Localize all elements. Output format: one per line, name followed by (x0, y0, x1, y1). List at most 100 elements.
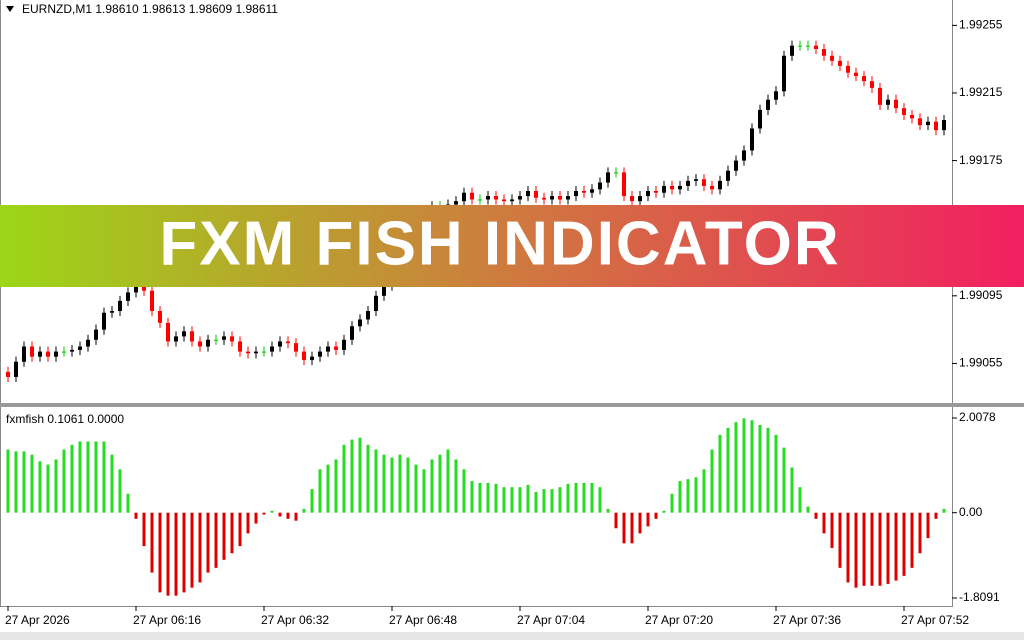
histogram-bar (574, 482, 578, 513)
candle-body (62, 351, 66, 353)
candle-body (230, 336, 234, 342)
histogram-bar (806, 506, 810, 513)
histogram-bar (366, 444, 370, 513)
histogram-bar (622, 512, 626, 544)
histogram-bar (214, 512, 218, 568)
banner-title: FXM FISH INDICATOR (159, 209, 840, 278)
candle-body (182, 331, 186, 337)
histogram-bar (702, 469, 706, 513)
candle-body (830, 55, 834, 61)
x-tick-label: 27 Apr 06:48 (389, 613, 457, 627)
histogram-bar (670, 493, 674, 513)
histogram-bar (862, 512, 866, 586)
histogram-bar (878, 512, 882, 586)
candle-body (886, 99, 890, 105)
histogram-bar (614, 512, 618, 529)
candle-body (214, 339, 218, 341)
candle-body (622, 172, 626, 197)
candle-body (590, 189, 594, 193)
candle-body (158, 311, 162, 323)
candle-body (646, 191, 650, 197)
candle-body (782, 55, 786, 92)
histogram-bar (310, 489, 314, 513)
histogram-bar (150, 512, 154, 573)
histogram-bar (846, 512, 850, 583)
candle-body (286, 341, 290, 344)
histogram-bar (502, 487, 506, 513)
candle-body (462, 192, 466, 202)
candle-body (526, 191, 530, 197)
histogram-bar (278, 512, 282, 517)
candle-body (614, 172, 618, 174)
x-tick-label: 27 Apr 07:04 (517, 613, 585, 627)
histogram-bar (398, 454, 402, 513)
candle-body (166, 322, 170, 342)
y-tick-label: 2.0078 (959, 410, 996, 424)
histogram-bar (230, 512, 234, 554)
candle-body (558, 196, 562, 200)
histogram-bar (350, 439, 354, 513)
histogram-bar (598, 487, 602, 513)
candle-body (302, 351, 306, 361)
histogram-bar (934, 512, 938, 519)
histogram-bar (422, 469, 426, 513)
histogram-bar (54, 459, 58, 513)
histogram-bar (446, 449, 450, 513)
candle-body (30, 346, 34, 357)
candle-body (174, 336, 178, 342)
histogram-bar (246, 512, 250, 534)
x-tick-label: 27 Apr 06:16 (133, 613, 201, 627)
histogram-bar (270, 510, 274, 513)
candle-body (502, 199, 506, 202)
candle-body (702, 179, 706, 186)
histogram-bar (566, 483, 570, 513)
y-tick-label: 1.99215 (959, 85, 1003, 99)
candle-body (654, 191, 658, 193)
candle-body (222, 336, 226, 340)
histogram-bar (550, 489, 554, 513)
candle-body (814, 45, 818, 50)
histogram-bar (638, 512, 642, 534)
candle-body (254, 351, 258, 354)
histogram-bar (790, 467, 794, 513)
histogram-bar (318, 469, 322, 513)
histogram-bar (30, 454, 34, 513)
histogram-bar (590, 482, 594, 513)
x-tick-label: 27 Apr 07:52 (901, 613, 969, 627)
histogram-bar (406, 457, 410, 513)
candle-body (678, 185, 682, 190)
candle-body (582, 191, 586, 193)
candle-body (774, 91, 778, 100)
collapse-icon[interactable] (6, 6, 14, 12)
candle-body (862, 76, 866, 82)
candle-body (486, 196, 490, 200)
histogram-bar (854, 512, 858, 588)
histogram-bar (70, 444, 74, 513)
histogram-bar (558, 487, 562, 513)
candle-body (14, 361, 18, 377)
candle-body (798, 45, 802, 47)
histogram-bar (886, 512, 890, 584)
candle-body (102, 312, 106, 330)
histogram-bar (326, 464, 330, 513)
histogram-bar (678, 481, 682, 513)
y-tick-label: 1.99175 (959, 153, 1003, 167)
candle-body (758, 109, 762, 129)
panel-separator (0, 403, 1024, 407)
histogram-bar (718, 434, 722, 513)
histogram-bar (918, 512, 922, 554)
histogram-bar (462, 469, 466, 513)
candle-body (598, 182, 602, 190)
histogram-bar (342, 444, 346, 513)
histogram-bar (710, 449, 714, 513)
histogram-bar (126, 493, 130, 513)
histogram-bar (582, 482, 586, 513)
histogram-bar (302, 508, 306, 513)
candle-body (910, 114, 914, 119)
candle-body (318, 351, 322, 357)
histogram-bar (798, 487, 802, 513)
histogram-bar (190, 512, 194, 588)
histogram-bar (414, 464, 418, 513)
banner (0, 205, 1024, 287)
